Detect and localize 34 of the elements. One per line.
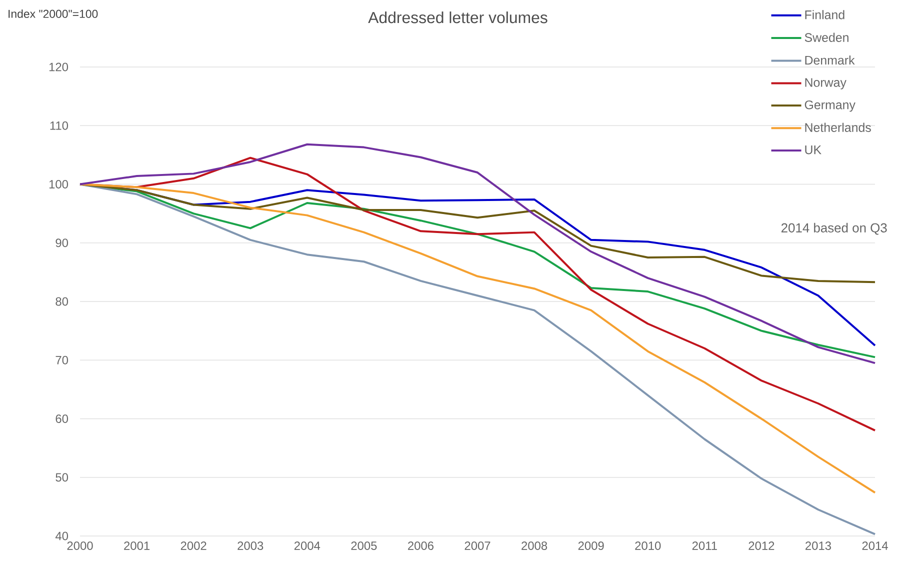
x-tick-label: 2004 xyxy=(294,542,320,550)
x-tick-label: 2013 xyxy=(806,542,831,550)
y-tick-label: 80 xyxy=(56,297,68,306)
x-tick-label: 2005 xyxy=(351,542,377,550)
x-tick-label: 2000 xyxy=(67,542,93,550)
x-tick-label: 2012 xyxy=(748,542,774,550)
y-tick-label: 60 xyxy=(56,414,68,423)
x-tick-label: 2010 xyxy=(635,542,661,550)
x-tick-label: 2014 xyxy=(862,542,888,550)
y-tick-label: 70 xyxy=(56,356,68,364)
legend-label: Germany xyxy=(804,100,856,112)
x-tick-label: 2011 xyxy=(692,542,717,550)
legend-label: Finland xyxy=(805,10,844,20)
x-tick-label: 2008 xyxy=(522,542,548,550)
y-tick-label: 40 xyxy=(55,532,68,540)
y-tick-label: 110 xyxy=(50,121,68,130)
x-tick-label: 2009 xyxy=(578,542,604,550)
legend-label: UK xyxy=(805,146,822,154)
x-tick-label: 2002 xyxy=(180,542,206,550)
y-tick-label: 50 xyxy=(56,473,68,482)
x-tick-label: 2006 xyxy=(408,542,434,550)
y-axis-title: Index "2000"=100 xyxy=(8,10,98,18)
x-tick-label: 2003 xyxy=(238,542,264,550)
y-tick-label: 100 xyxy=(49,180,68,188)
legend-label: Denmark xyxy=(805,55,855,65)
x-tick-label: 2001 xyxy=(124,542,150,550)
legend-label: Sweden xyxy=(804,32,848,42)
x-tick-label: 2007 xyxy=(464,542,490,550)
chart-title: Addressed letter volumes xyxy=(368,12,548,24)
y-tick-label: 90 xyxy=(56,238,68,248)
y-tick-label: 120 xyxy=(49,62,68,72)
legend-label: Netherlands xyxy=(805,122,871,132)
legend-label: Norway xyxy=(805,78,846,90)
annotation: 2014 based on Q3 xyxy=(781,222,887,235)
